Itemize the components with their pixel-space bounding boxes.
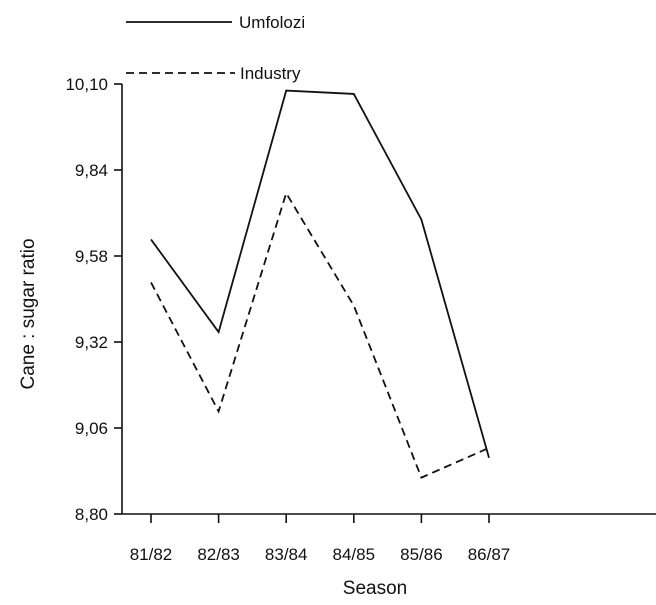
y-tick-label: 9,84 (75, 161, 108, 180)
series-line-industry (150, 190, 490, 479)
x-tick-label: 83/84 (265, 545, 308, 564)
y-tick-label: 8,80 (75, 505, 108, 524)
x-axis-title: Season (343, 578, 407, 599)
y-tick-label: 9,58 (75, 247, 108, 266)
y-tick-label: 9,06 (75, 419, 108, 438)
x-tick-label: 84/85 (333, 545, 376, 564)
x-tick-label: 85/86 (400, 545, 443, 564)
y-tick-label: 10,10 (65, 75, 108, 94)
y-tick-label: 9,32 (75, 333, 108, 352)
series-line-umfolozi (150, 89, 490, 459)
legend-label-umfolozi: Umfolozi (239, 13, 305, 32)
y-axis-title: Cane : sugar ratio (18, 238, 39, 389)
x-tick-label: 82/83 (197, 545, 240, 564)
x-tick-label: 86/87 (468, 545, 511, 564)
legend-label-industry: Industry (240, 64, 301, 83)
x-tick-label: 81/82 (130, 545, 173, 564)
